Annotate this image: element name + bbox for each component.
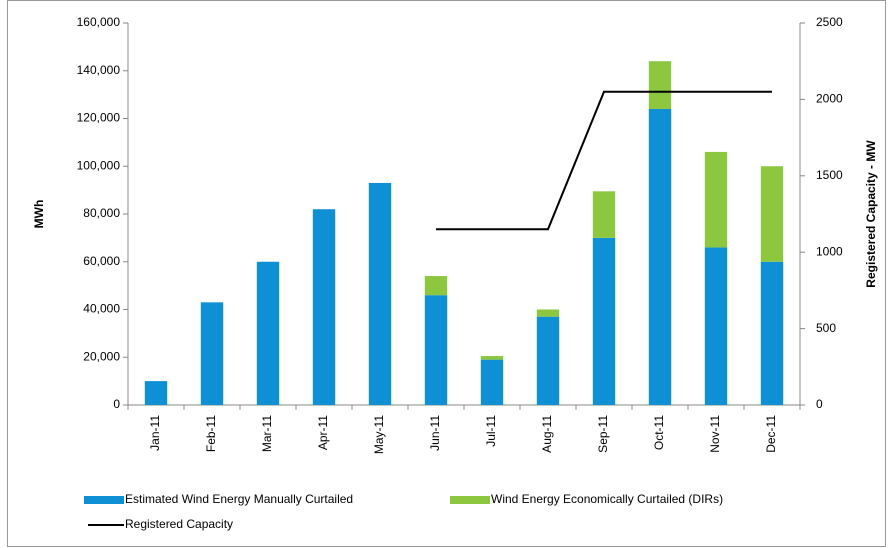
bar bbox=[312, 209, 336, 405]
y-tick-label: 100,000 bbox=[77, 158, 121, 172]
x-tick-label: Feb-11 bbox=[204, 415, 218, 452]
x-tick-label: Jul-11 bbox=[484, 415, 498, 447]
y-tick-label: 160,000 bbox=[77, 15, 121, 29]
x-tick-label: Apr-11 bbox=[316, 415, 330, 450]
bar bbox=[704, 151, 728, 248]
legend-swatch bbox=[84, 496, 124, 504]
legend-label: Registered Capacity bbox=[125, 517, 233, 531]
legend-swatch bbox=[450, 496, 490, 504]
y-tick-label: 80,000 bbox=[83, 206, 120, 220]
bar bbox=[144, 381, 168, 405]
bar bbox=[256, 261, 280, 405]
x-tick-label: May-11 bbox=[372, 415, 386, 454]
y2-tick-label: 2500 bbox=[816, 15, 843, 29]
x-tick-label: Mar-11 bbox=[260, 415, 274, 452]
line bbox=[436, 90, 772, 231]
y-tick-label: 20,000 bbox=[83, 349, 120, 363]
x-tick-label: Jun-11 bbox=[428, 415, 442, 451]
bar bbox=[424, 295, 448, 405]
bar bbox=[760, 261, 784, 405]
bar bbox=[760, 166, 784, 262]
x-tick-label: Jan-11 bbox=[148, 415, 162, 451]
bar bbox=[592, 237, 616, 405]
bar bbox=[536, 309, 560, 317]
x-tick-label: Sep-11 bbox=[596, 415, 610, 453]
x-tick-label: Oct-11 bbox=[652, 415, 666, 450]
y2-axis-label: Registered Capacity - MW bbox=[864, 140, 878, 288]
legend-label: Estimated Wind Energy Manually Curtailed bbox=[125, 492, 353, 506]
x-tick-label: Aug-11 bbox=[540, 415, 554, 453]
bar bbox=[648, 108, 672, 405]
legend-label: Wind Energy Economically Curtailed (DIRs… bbox=[491, 492, 723, 506]
bar bbox=[424, 276, 448, 296]
y-tick-label: 60,000 bbox=[83, 254, 120, 268]
y-tick-label: 120,000 bbox=[77, 111, 121, 125]
bar bbox=[648, 61, 672, 109]
bar bbox=[704, 247, 728, 405]
y2-tick-label: 1000 bbox=[816, 244, 843, 258]
bar bbox=[592, 191, 616, 238]
bar bbox=[480, 359, 504, 405]
y2-tick-label: 0 bbox=[816, 397, 823, 411]
y-tick-label: 140,000 bbox=[77, 63, 121, 77]
y2-tick-label: 1500 bbox=[816, 168, 843, 182]
chart-frame bbox=[7, 0, 886, 547]
x-tick-label: Nov-11 bbox=[708, 415, 722, 453]
y-tick-label: 0 bbox=[113, 397, 120, 411]
bar bbox=[200, 302, 224, 405]
x-tick-label: Dec-11 bbox=[764, 415, 778, 453]
y2-tick-label: 2000 bbox=[816, 92, 843, 106]
y-axis-label: MWh bbox=[32, 200, 46, 229]
bar bbox=[480, 356, 504, 360]
y2-tick-label: 500 bbox=[816, 321, 836, 335]
bar bbox=[368, 182, 392, 405]
bar bbox=[536, 316, 560, 405]
y-tick-label: 40,000 bbox=[83, 302, 120, 316]
